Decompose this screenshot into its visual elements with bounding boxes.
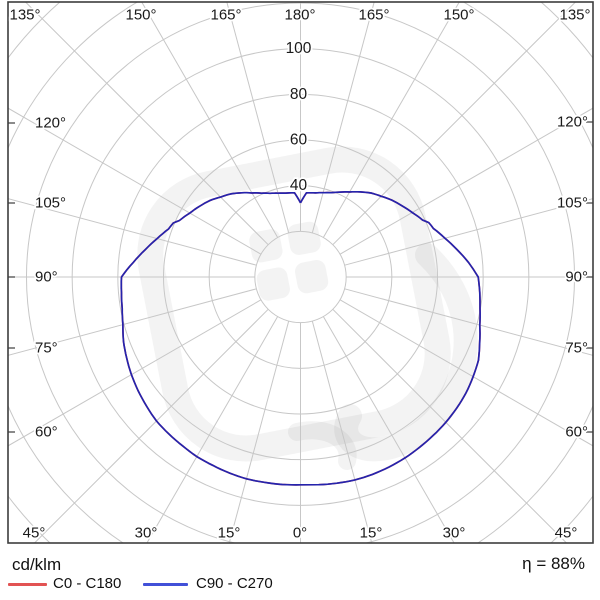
svg-text:150°: 150° bbox=[443, 7, 474, 24]
svg-text:0°: 0° bbox=[293, 525, 307, 542]
legend-label: C0 - C180 bbox=[53, 575, 122, 592]
svg-text:15°: 15° bbox=[360, 525, 383, 542]
svg-text:120°: 120° bbox=[557, 114, 588, 131]
curve-c90-c270 bbox=[120, 190, 481, 486]
svg-text:45°: 45° bbox=[23, 525, 46, 542]
svg-text:80: 80 bbox=[290, 86, 308, 103]
radial-scale-labels: 40 60 80 100 bbox=[284, 38, 314, 196]
svg-text:45°: 45° bbox=[555, 525, 578, 542]
red-line-swatch bbox=[8, 583, 47, 586]
svg-text:150°: 150° bbox=[125, 7, 156, 24]
svg-text:105°: 105° bbox=[35, 195, 66, 212]
efficiency-value: η = 88% bbox=[522, 554, 585, 573]
border-ticks bbox=[8, 121, 593, 433]
svg-text:75°: 75° bbox=[35, 340, 58, 357]
svg-text:40: 40 bbox=[290, 177, 308, 194]
svg-text:30°: 30° bbox=[443, 525, 466, 542]
svg-text:165°: 165° bbox=[358, 7, 389, 24]
svg-text:60: 60 bbox=[290, 131, 308, 148]
svg-text:165°: 165° bbox=[210, 7, 241, 24]
blue-line-swatch bbox=[143, 583, 188, 586]
legend: C0 - C180 C90 - C270 bbox=[0, 574, 600, 596]
svg-text:105°: 105° bbox=[557, 195, 588, 212]
angle-labels: 135° 150° 165° 180° 165° 150° 135° 45° 30° 15° 0° 1… bbox=[8, 5, 593, 544]
svg-text:30°: 30° bbox=[135, 525, 158, 542]
svg-text:100: 100 bbox=[286, 40, 312, 57]
legend-label: C90 - C270 bbox=[196, 575, 273, 592]
svg-text:135°: 135° bbox=[559, 7, 590, 24]
svg-text:60°: 60° bbox=[565, 424, 588, 441]
svg-text:180°: 180° bbox=[284, 7, 315, 24]
watermark-logo bbox=[137, 146, 478, 470]
svg-text:90°: 90° bbox=[565, 269, 588, 286]
svg-text:135°: 135° bbox=[9, 7, 40, 24]
radial-unit-label: cd/klm bbox=[12, 555, 62, 574]
svg-text:75°: 75° bbox=[565, 340, 588, 357]
svg-text:90°: 90° bbox=[35, 269, 58, 286]
svg-text:120°: 120° bbox=[35, 115, 66, 132]
svg-text:15°: 15° bbox=[218, 525, 241, 542]
distribution-curves bbox=[120, 190, 481, 486]
svg-text:60°: 60° bbox=[35, 424, 58, 441]
chart-border bbox=[7, 1, 594, 544]
